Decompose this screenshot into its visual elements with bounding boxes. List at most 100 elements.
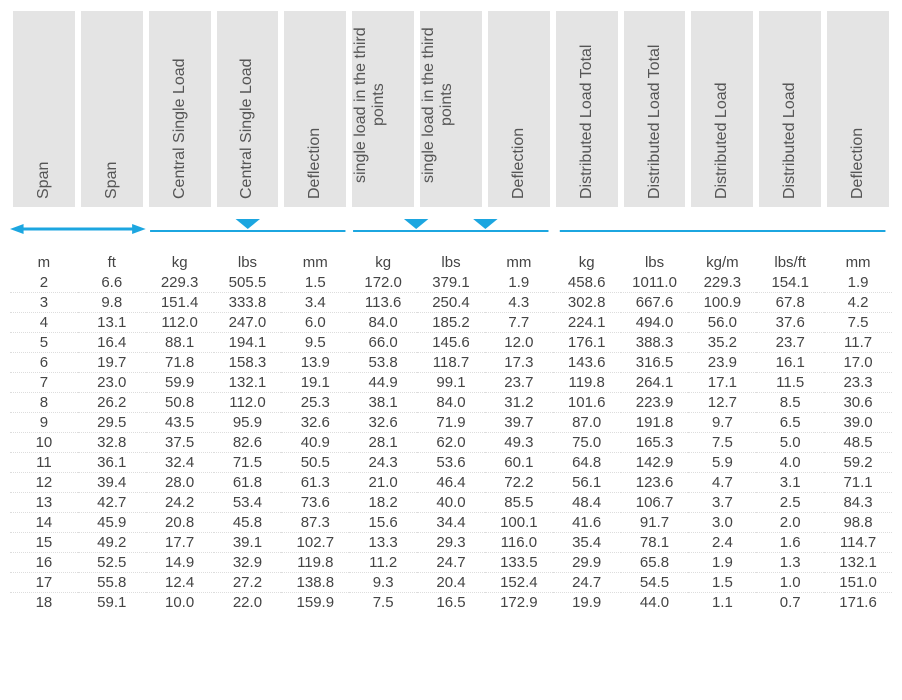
- table-cell: 91.7: [621, 513, 689, 533]
- table-cell: 505.5: [214, 273, 282, 293]
- table-cell: 23.3: [824, 373, 892, 393]
- table-cell: 133.5: [485, 553, 553, 573]
- header-dist-total-lbs: Distributed Load Total: [624, 11, 686, 207]
- table-cell: 388.3: [621, 333, 689, 353]
- table-cell: 21.0: [349, 473, 417, 493]
- table-cell: 64.8: [553, 453, 621, 473]
- table-cell: 224.1: [553, 313, 621, 333]
- table-cell: 61.3: [281, 473, 349, 493]
- table-cell: 19.1: [281, 373, 349, 393]
- header-dist-total-kg: Distributed Load Total: [556, 11, 618, 207]
- table-cell: 19.7: [78, 353, 146, 373]
- table-cell: 53.6: [417, 453, 485, 473]
- table-cell: 41.6: [553, 513, 621, 533]
- table-cell: 55.8: [78, 573, 146, 593]
- table-cell: 60.1: [485, 453, 553, 473]
- table-cell: 223.9: [621, 393, 689, 413]
- table-cell: 6: [10, 353, 78, 373]
- table-cell: 29.9: [553, 553, 621, 573]
- table-cell: 17.3: [485, 353, 553, 373]
- table-cell: 61.8: [214, 473, 282, 493]
- table-cell: 49.2: [78, 533, 146, 553]
- table-cell: 8: [10, 393, 78, 413]
- table-cell: 159.9: [281, 593, 349, 612]
- header-third-defl: Deflection: [488, 11, 550, 207]
- table-cell: 250.4: [417, 293, 485, 313]
- table-cell: 71.8: [146, 353, 214, 373]
- table-cell: 59.1: [78, 593, 146, 612]
- table-cell: 3: [10, 293, 78, 313]
- table-cell: 32.9: [214, 553, 282, 573]
- table-cell: 12: [10, 473, 78, 493]
- table-cell: 17: [10, 573, 78, 593]
- table-cell: 247.0: [214, 313, 282, 333]
- table-cell: 9: [10, 413, 78, 433]
- table-cell: 7: [10, 373, 78, 393]
- load-table-headers: Span Span Central Single Load Central Si…: [10, 10, 892, 208]
- table-cell: 13: [10, 493, 78, 513]
- table-cell: 53.4: [214, 493, 282, 513]
- table-cell: 16.1: [756, 353, 824, 373]
- header-span-m: Span: [13, 11, 75, 207]
- table-cell: 1.9: [688, 553, 756, 573]
- table-cell: 43.5: [146, 413, 214, 433]
- unit-m: m: [10, 248, 78, 273]
- table-cell: 101.6: [553, 393, 621, 413]
- table-cell: 3.4: [281, 293, 349, 313]
- table-cell: 152.4: [485, 573, 553, 593]
- table-cell: 154.1: [756, 273, 824, 293]
- table-cell: 37.5: [146, 433, 214, 453]
- header-dist-defl: Deflection: [827, 11, 889, 207]
- table-cell: 1.9: [824, 273, 892, 293]
- table-cell: 44.9: [349, 373, 417, 393]
- table-cell: 6.5: [756, 413, 824, 433]
- table-cell: 3.0: [688, 513, 756, 533]
- load-table-body: m ft kg lbs mm kg lbs mm kg lbs kg/m lbs…: [10, 248, 892, 612]
- table-cell: 73.6: [281, 493, 349, 513]
- table-cell: 14.9: [146, 553, 214, 573]
- table-cell: 1.9: [485, 273, 553, 293]
- table-cell: 37.6: [756, 313, 824, 333]
- load-diagram-row: [10, 212, 892, 242]
- table-cell: 23.7: [756, 333, 824, 353]
- table-cell: 10: [10, 433, 78, 453]
- table-cell: 123.6: [621, 473, 689, 493]
- table-cell: 24.2: [146, 493, 214, 513]
- table-cell: 379.1: [417, 273, 485, 293]
- table-cell: 4.3: [485, 293, 553, 313]
- table-cell: 23.7: [485, 373, 553, 393]
- unit-kg-1: kg: [146, 248, 214, 273]
- table-cell: 1.6: [756, 533, 824, 553]
- table-cell: 15: [10, 533, 78, 553]
- table-cell: 54.5: [621, 573, 689, 593]
- table-cell: 30.6: [824, 393, 892, 413]
- header-third-kg: single load in the third points: [352, 11, 414, 207]
- table-cell: 185.2: [417, 313, 485, 333]
- table-cell: 26.2: [78, 393, 146, 413]
- unit-lbsft: lbs/ft: [756, 248, 824, 273]
- table-cell: 7.5: [349, 593, 417, 612]
- unit-mm-3: mm: [824, 248, 892, 273]
- table-cell: 100.1: [485, 513, 553, 533]
- table-cell: 32.6: [281, 413, 349, 433]
- table-cell: 1.1: [688, 593, 756, 612]
- table-cell: 3.1: [756, 473, 824, 493]
- table-cell: 29.5: [78, 413, 146, 433]
- table-cell: 7.5: [824, 313, 892, 333]
- unit-lbs-1: lbs: [214, 248, 282, 273]
- table-cell: 56.0: [688, 313, 756, 333]
- table-cell: 52.5: [78, 553, 146, 573]
- table-cell: 16.5: [417, 593, 485, 612]
- table-cell: 3.7: [688, 493, 756, 513]
- table-cell: 143.6: [553, 353, 621, 373]
- table-cell: 87.0: [553, 413, 621, 433]
- header-central-kg: Central Single Load: [149, 11, 211, 207]
- table-cell: 56.1: [553, 473, 621, 493]
- table-cell: 171.6: [824, 593, 892, 612]
- table-cell: 13.1: [78, 313, 146, 333]
- table-cell: 40.0: [417, 493, 485, 513]
- unit-mm-1: mm: [281, 248, 349, 273]
- table-cell: 31.2: [485, 393, 553, 413]
- unit-kg-2: kg: [349, 248, 417, 273]
- table-cell: 40.9: [281, 433, 349, 453]
